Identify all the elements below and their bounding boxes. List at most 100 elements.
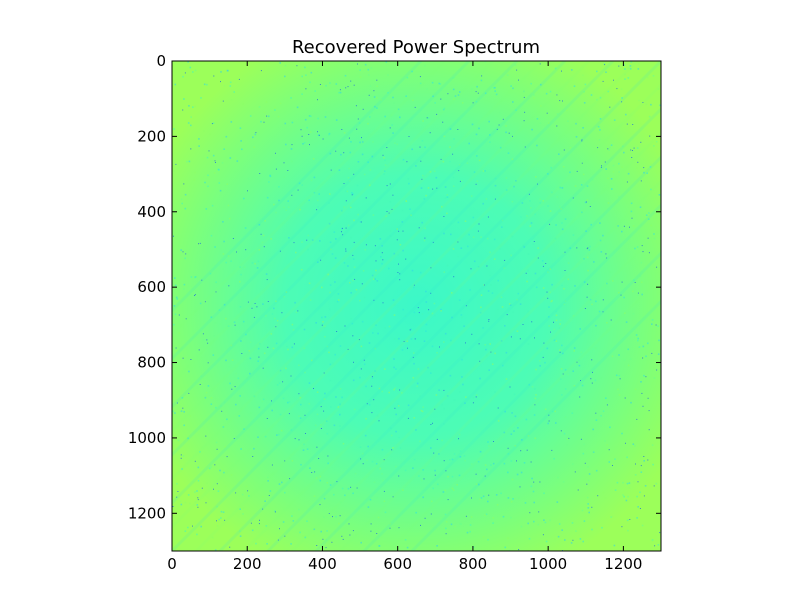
heatmap-cell	[627, 348, 629, 351]
heatmap-cell	[346, 190, 349, 193]
heatmap-speckle	[487, 216, 489, 218]
heatmap-cell	[630, 202, 633, 205]
heatmap-cell	[567, 120, 569, 122]
heatmap-speckle	[351, 194, 353, 196]
x-tick-label: 800	[459, 555, 488, 573]
heatmap-speckle	[610, 319, 612, 321]
heatmap-cell	[515, 109, 517, 111]
heatmap-cell	[487, 538, 489, 541]
heatmap-cell	[219, 323, 222, 325]
heatmap-cell	[562, 252, 565, 255]
heatmap-speckle	[409, 329, 411, 331]
heatmap-cell	[624, 68, 626, 70]
heatmap-cell	[535, 394, 537, 396]
heatmap-cell	[239, 280, 241, 283]
heatmap-cell	[505, 131, 507, 134]
heatmap-cell	[639, 275, 642, 278]
heatmap-cell	[592, 179, 594, 181]
heatmap-cell	[475, 394, 478, 396]
heatmap-speckle	[215, 291, 217, 293]
heatmap-cell	[609, 426, 611, 429]
heatmap-cell	[516, 298, 518, 301]
heatmap-cell	[307, 234, 310, 237]
heatmap-cell	[533, 501, 535, 504]
heatmap-cell	[192, 71, 194, 73]
heatmap-speckle	[509, 386, 511, 388]
heatmap-cell	[295, 311, 298, 314]
heatmap-cell	[373, 481, 376, 483]
heatmap-cell	[293, 143, 296, 145]
heatmap-cell	[362, 141, 364, 143]
heatmap-cell	[514, 445, 517, 447]
heatmap-cell	[339, 345, 342, 347]
heatmap-cell	[542, 287, 545, 289]
heatmap-cell	[231, 359, 234, 361]
heatmap-cell	[310, 115, 312, 118]
heatmap-cell	[429, 171, 432, 173]
heatmap-speckle	[353, 361, 354, 363]
heatmap-speckle	[534, 337, 535, 339]
heatmap-cell	[349, 206, 352, 209]
heatmap-cell	[621, 230, 623, 233]
heatmap-cell	[588, 511, 590, 514]
heatmap-speckle	[577, 489, 579, 491]
heatmap-speckle	[376, 533, 378, 534]
heatmap-cell	[216, 505, 218, 508]
heatmap-cell	[591, 528, 593, 531]
heatmap-cell	[512, 311, 514, 313]
heatmap-cell	[430, 500, 433, 503]
heatmap-cell	[174, 83, 177, 86]
heatmap-cell	[452, 176, 455, 179]
heatmap-cell	[658, 194, 661, 196]
heatmap-speckle	[389, 183, 391, 185]
heatmap-cell	[507, 152, 510, 154]
heatmap-cell	[424, 227, 426, 230]
heatmap-cell	[274, 317, 276, 320]
heatmap-cell	[323, 497, 326, 500]
heatmap-cell	[561, 529, 563, 531]
heatmap-cell	[235, 372, 237, 375]
heatmap-cell	[444, 332, 447, 335]
heatmap-cell	[230, 474, 233, 476]
heatmap-cell	[420, 187, 423, 189]
heatmap-cell	[230, 260, 232, 262]
heatmap-cell	[563, 432, 566, 435]
heatmap-cell	[478, 339, 480, 342]
heatmap-speckle	[259, 173, 261, 174]
heatmap-cell	[394, 387, 396, 389]
heatmap-cell	[214, 246, 216, 248]
heatmap-cell	[335, 238, 337, 240]
heatmap-cell	[561, 394, 563, 396]
heatmap-cell	[482, 536, 485, 538]
heatmap-cell	[545, 92, 548, 95]
heatmap-cell	[313, 495, 316, 497]
heatmap-speckle	[562, 100, 563, 102]
heatmap-cell	[435, 176, 438, 179]
heatmap-cell	[571, 69, 573, 71]
heatmap-cell	[593, 261, 595, 263]
heatmap-cell	[467, 245, 469, 248]
heatmap-band	[362, 251, 661, 551]
heatmap-cell	[258, 106, 261, 108]
heatmap-cell	[405, 200, 407, 202]
heatmap-cell	[259, 343, 261, 345]
heatmap-speckle	[447, 499, 449, 501]
heatmap-cell	[443, 271, 446, 273]
heatmap-speckle	[305, 88, 307, 90]
heatmap-cell	[393, 358, 395, 360]
heatmap-speckle	[457, 241, 459, 243]
heatmap-speckle	[537, 257, 539, 259]
heatmap-cell	[205, 208, 208, 210]
heatmap-cell	[458, 474, 461, 477]
heatmap-cell	[442, 491, 445, 493]
heatmap-cell	[600, 377, 602, 379]
heatmap-speckle	[258, 356, 260, 358]
heatmap-cell	[599, 239, 602, 242]
heatmap-cell	[275, 300, 277, 303]
heatmap-cell	[308, 282, 311, 285]
heatmap-cell	[189, 66, 192, 69]
heatmap-cell	[443, 423, 445, 425]
heatmap-cell	[415, 429, 417, 431]
heatmap-cell	[229, 85, 232, 87]
heatmap-cell	[433, 302, 436, 305]
